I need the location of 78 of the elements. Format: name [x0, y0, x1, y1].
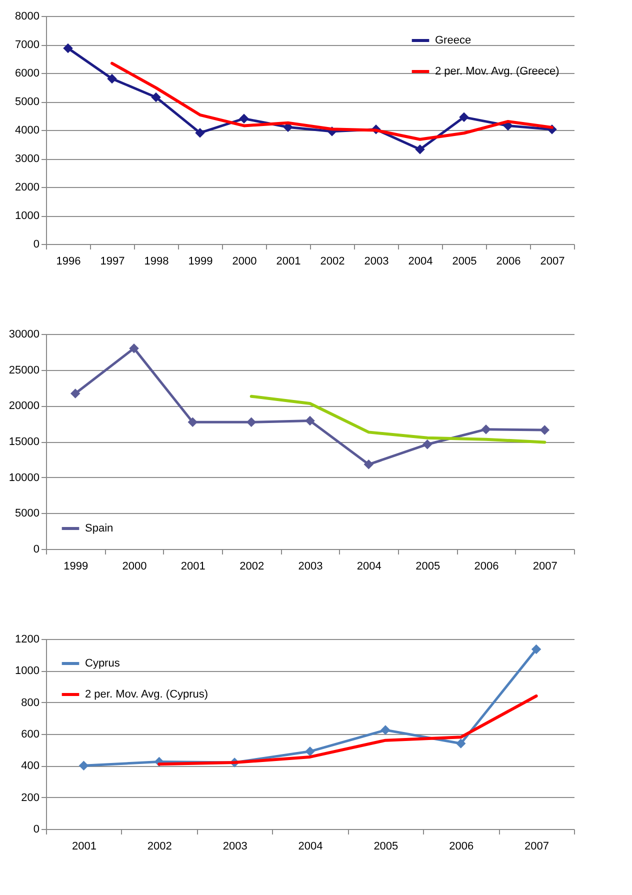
x-tick-label: 2003 — [298, 560, 323, 572]
point — [456, 738, 466, 748]
point — [78, 760, 89, 771]
y-tick-label: 800 — [21, 696, 40, 709]
point — [246, 417, 256, 428]
legend-label: Spain — [85, 522, 114, 534]
y-tick-label: 10000 — [8, 472, 40, 484]
point — [195, 128, 205, 138]
point — [129, 343, 139, 354]
y-tick-label: 7000 — [15, 39, 40, 51]
y-tick-label: 5000 — [15, 508, 40, 520]
y-tick-label: 30000 — [8, 328, 40, 340]
x-tick-label: 2006 — [496, 256, 521, 268]
legend-label: 2 per. Mov. Avg. (Cyprus) — [85, 688, 208, 700]
point — [481, 424, 491, 434]
x-tick-label: 2000 — [122, 560, 147, 572]
point — [422, 439, 432, 450]
y-tick-label: 15000 — [8, 436, 40, 448]
x-tick-label: 2006 — [449, 840, 474, 852]
x-tick-label: 2007 — [524, 840, 550, 852]
x-tick-label: 1998 — [144, 256, 169, 268]
x-tick-label: 2001 — [72, 840, 96, 852]
y-tick-label: 1000 — [15, 665, 40, 678]
x-tick-label: 2003 — [222, 840, 248, 852]
y-tick-label: 0 — [33, 238, 40, 250]
legend-label: Greece — [435, 34, 472, 46]
legend-label: 2 per. Mov. Avg. (Greece) — [435, 66, 560, 78]
y-tick-label: 6000 — [15, 68, 40, 80]
point — [63, 43, 73, 54]
y-tick-label: 2000 — [15, 182, 40, 194]
x-tick-label: 2004 — [356, 560, 382, 572]
x-tick-label: 2007 — [532, 560, 558, 572]
y-tick-label: 4000 — [15, 124, 40, 136]
y-tick-label: 20000 — [8, 400, 40, 412]
x-tick-label: 1997 — [100, 256, 125, 268]
y-tick-label: 200 — [21, 792, 40, 804]
legend-label: Cyprus — [85, 658, 120, 670]
point — [107, 74, 117, 84]
x-tick-label: 2007 — [540, 256, 565, 268]
line-series — [250, 394, 546, 444]
point — [540, 425, 550, 435]
x-tick-label: 1996 — [56, 256, 81, 268]
point — [415, 144, 425, 154]
y-tick-label: 25000 — [8, 364, 40, 376]
x-tick-label: 1999 — [64, 560, 88, 572]
point — [531, 644, 542, 654]
y-tick-label: 600 — [21, 728, 40, 740]
y-tick-label: 400 — [21, 760, 40, 772]
point — [364, 460, 374, 470]
point — [305, 416, 315, 426]
x-tick-label: 2005 — [374, 840, 398, 852]
x-tick-label: 2005 — [416, 560, 440, 572]
x-tick-label: 2001 — [180, 560, 206, 572]
x-tick-label: 2001 — [276, 256, 301, 268]
x-tick-label: 2004 — [408, 256, 433, 268]
y-tick-label: 1000 — [15, 210, 40, 222]
point — [459, 112, 469, 122]
x-tick-label: 2004 — [298, 840, 323, 852]
x-tick-label: 2006 — [474, 560, 499, 572]
point — [380, 725, 390, 735]
point — [151, 92, 161, 102]
y-tick-label: 8000 — [15, 10, 40, 22]
x-tick-label: 1999 — [188, 256, 213, 268]
x-tick-label: 2005 — [452, 256, 477, 268]
y-tick-label: 0 — [33, 544, 40, 556]
x-tick-label: 2003 — [364, 256, 389, 268]
point — [239, 114, 249, 124]
x-tick-label: 2002 — [240, 560, 264, 572]
point — [70, 388, 80, 398]
point — [305, 746, 315, 756]
y-tick-label: 0 — [33, 824, 40, 836]
y-tick-label: 1200 — [15, 634, 40, 646]
x-tick-label: 2002 — [147, 840, 172, 852]
y-tick-label: 3000 — [15, 153, 40, 165]
x-tick-label: 2000 — [232, 256, 257, 268]
point — [188, 417, 198, 428]
x-tick-label: 2002 — [320, 256, 345, 268]
y-tick-label: 5000 — [15, 96, 40, 108]
